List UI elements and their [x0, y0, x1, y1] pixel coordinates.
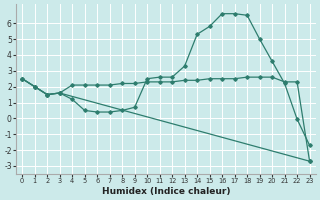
X-axis label: Humidex (Indice chaleur): Humidex (Indice chaleur) [102, 187, 230, 196]
